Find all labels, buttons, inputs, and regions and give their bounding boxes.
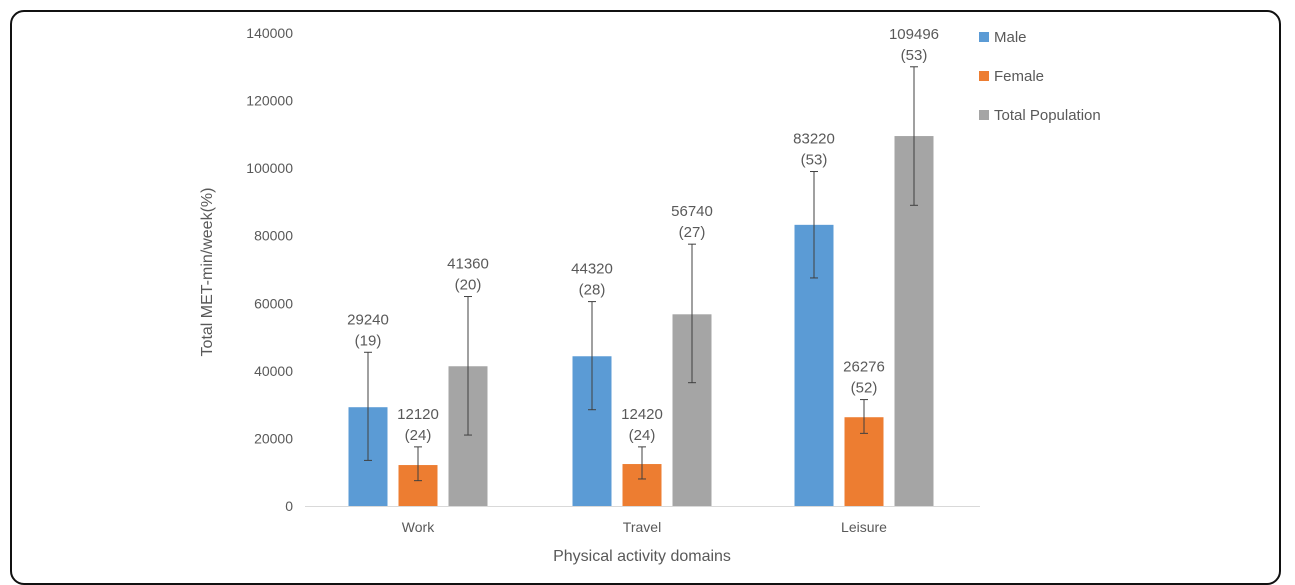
data-label-value: 109496 bbox=[889, 26, 939, 43]
legend-label: Female bbox=[994, 68, 1044, 85]
data-label-value: 12420 bbox=[621, 406, 663, 423]
error-bar bbox=[588, 301, 596, 411]
legend-swatch bbox=[979, 32, 989, 42]
legend: Male Female Total Population bbox=[979, 29, 1101, 124]
legend-item: Total Population bbox=[979, 107, 1101, 124]
x-tick-label: Leisure bbox=[841, 519, 887, 535]
legend-swatch bbox=[979, 71, 989, 81]
legend-item: Female bbox=[979, 68, 1044, 85]
error-bar bbox=[638, 446, 646, 480]
y-tick-label: 100000 bbox=[246, 160, 293, 176]
data-label-percent: (24) bbox=[405, 427, 432, 444]
data-label-value: 83220 bbox=[793, 131, 835, 148]
data-label-percent: (52) bbox=[851, 380, 878, 397]
data-label-value: 41360 bbox=[447, 256, 489, 273]
y-tick-label: 40000 bbox=[254, 363, 293, 379]
data-label-value: 44320 bbox=[571, 261, 613, 278]
data-label-percent: (53) bbox=[901, 47, 928, 64]
y-tick-label: 140000 bbox=[246, 25, 293, 41]
legend-label: Male bbox=[994, 29, 1027, 46]
error-bar bbox=[860, 399, 868, 434]
data-label-percent: (19) bbox=[355, 332, 382, 349]
legend-item: Male bbox=[979, 29, 1027, 46]
data-label-percent: (24) bbox=[629, 427, 656, 444]
y-tick-label: 120000 bbox=[246, 93, 293, 109]
data-label-value: 29240 bbox=[347, 311, 389, 328]
y-axis-title: Total MET-min/week(%) bbox=[199, 188, 216, 357]
y-tick-label: 0 bbox=[285, 498, 293, 514]
y-tick-label: 60000 bbox=[254, 295, 293, 311]
error-bar bbox=[364, 351, 372, 461]
y-axis-ticks: 0 20000 40000 60000 80000 100000 120000 140000 bbox=[246, 25, 293, 514]
data-label-value: 56740 bbox=[671, 203, 713, 220]
legend-swatch bbox=[979, 110, 989, 120]
x-axis-ticks: Work Travel Leisure bbox=[402, 519, 887, 535]
data-label-percent: (28) bbox=[579, 282, 606, 299]
y-tick-label: 20000 bbox=[254, 430, 293, 446]
data-label-percent: (20) bbox=[455, 277, 482, 294]
x-tick-label: Work bbox=[402, 519, 435, 535]
error-bar bbox=[910, 66, 918, 206]
error-bar bbox=[414, 446, 422, 482]
error-bar bbox=[810, 171, 818, 279]
bar-chart: 020000400006000080000100000120000140000 … bbox=[199, 25, 1101, 565]
data-label-percent: (27) bbox=[679, 224, 706, 241]
y-tick-label: 80000 bbox=[254, 228, 293, 244]
legend-label: Total Population bbox=[994, 107, 1101, 124]
bars: (19) 29240 (28) 44320 (53) 83220 (24) 12120 (24)… bbox=[347, 26, 939, 507]
data-label-value: 26276 bbox=[843, 359, 885, 376]
x-tick-label: Travel bbox=[623, 519, 661, 535]
error-bar bbox=[464, 296, 472, 436]
data-label-value: 12120 bbox=[397, 406, 439, 423]
x-axis-title: Physical activity domains bbox=[553, 548, 731, 565]
data-label-percent: (53) bbox=[801, 152, 828, 169]
error-bar bbox=[688, 243, 696, 384]
